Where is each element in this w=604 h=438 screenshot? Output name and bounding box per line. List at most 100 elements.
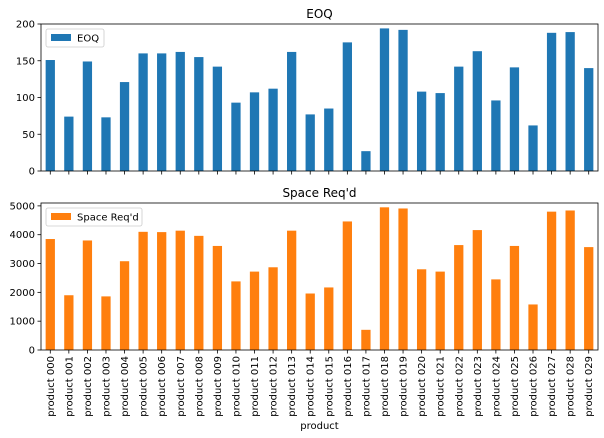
space-bar-product-000 — [45, 239, 55, 350]
eoq-bar-product-014 — [305, 114, 315, 171]
eoq-bar-product-004 — [119, 82, 130, 171]
x-tick-label: product 021 — [436, 356, 447, 417]
space-bar-product-010 — [231, 281, 241, 350]
eoq-bar-product-009 — [212, 66, 223, 171]
x-tick-label: product 009 — [213, 356, 224, 417]
legend-label: EOQ — [77, 34, 99, 45]
x-tick-label: product 012 — [269, 356, 280, 417]
eoq-bar-product-017 — [361, 151, 371, 171]
legend-swatch — [51, 213, 71, 220]
space-bar-product-016 — [342, 221, 352, 350]
eoq-bar-product-016 — [342, 42, 352, 172]
x-tick-label: product 018 — [380, 356, 391, 417]
x-tick-label: product 017 — [361, 356, 372, 417]
x-tick-label: product 006 — [157, 356, 168, 417]
y-tick-label: 0 — [29, 167, 35, 178]
space-bar-product-029 — [584, 247, 594, 350]
legend-label: Space Req'd — [77, 213, 139, 224]
x-tick-label: product 013 — [287, 356, 298, 417]
eoq-bar-product-027 — [546, 32, 557, 171]
axes-frame — [40, 23, 599, 172]
eoq-bar-product-024 — [491, 100, 501, 171]
eoq-bar-product-008 — [194, 57, 204, 171]
space-bar-product-025 — [509, 245, 520, 350]
x-tick-label: product 016 — [343, 356, 354, 417]
y-tick-label: 0 — [29, 346, 35, 357]
space-bar-product-012 — [268, 267, 278, 350]
y-tick-label: 1000 — [10, 317, 35, 328]
x-axis-label: product — [300, 421, 339, 432]
space-bar-product-019 — [398, 208, 408, 350]
x-tick-label: product 020 — [417, 356, 428, 417]
space-bar-product-003 — [101, 296, 111, 350]
space-bar-product-017 — [361, 329, 371, 350]
chart-title: Space Req'd — [282, 186, 356, 200]
axes-frame — [40, 202, 599, 351]
eoq-bar-product-028 — [565, 32, 575, 172]
y-tick-label: 4000 — [10, 230, 35, 241]
x-tick-label: product 004 — [120, 356, 131, 417]
x-tick-label: product 026 — [529, 356, 540, 417]
eoq-chart: EOQ 0 50 100 150 200 EOQ — [16, 7, 599, 178]
y-tick-label: 3000 — [10, 259, 35, 270]
space-bar-product-006 — [157, 232, 167, 350]
eoq-bar-product-002 — [82, 61, 93, 172]
eoq-bar-product-013 — [287, 51, 297, 171]
eoq-bar-product-007 — [175, 51, 185, 171]
eoq-bar-product-022 — [454, 66, 464, 171]
x-tick-label: product 022 — [454, 356, 465, 417]
space-bar-product-021 — [435, 271, 445, 350]
legend-box — [45, 207, 143, 227]
eoq-bar-product-001 — [64, 116, 74, 171]
x-tick-label: product 023 — [473, 356, 484, 417]
space-bar-product-014 — [305, 293, 315, 350]
space-bar-product-008 — [194, 235, 204, 350]
x-tick-label: product 029 — [584, 356, 595, 417]
y-tick-label: 2000 — [10, 288, 35, 299]
chart-title: EOQ — [306, 7, 332, 21]
x-tick-label: product 007 — [176, 356, 187, 417]
legend-swatch — [51, 34, 71, 41]
eoq-bar-product-010 — [231, 102, 241, 171]
x-tick-label: product 008 — [194, 356, 205, 417]
y-tick-label: 5000 — [10, 201, 35, 212]
x-tick-label: product 002 — [83, 356, 94, 417]
space-bar-product-002 — [82, 240, 93, 350]
space-bar-product-001 — [64, 295, 74, 350]
space-bar-product-024 — [491, 279, 501, 350]
legend-box — [45, 28, 105, 48]
space-reqd-chart: Space Req'd product 000 product 001 product… — [10, 186, 599, 432]
x-tick-label: product 028 — [566, 356, 577, 417]
space-legend: Space Req'd — [45, 207, 143, 227]
x-tick-label: product 014 — [306, 356, 317, 417]
space-bar-product-023 — [472, 230, 482, 350]
x-tick-label: product 027 — [547, 356, 558, 417]
eoq-bar-product-003 — [101, 117, 111, 171]
x-tick-label: product 005 — [139, 356, 150, 417]
eoq-bar-product-011 — [249, 92, 260, 171]
eoq-bar-product-026 — [528, 125, 538, 171]
y-tick-label: 50 — [22, 130, 35, 141]
x-tick-label: product 024 — [491, 356, 502, 417]
eoq-bar-product-006 — [157, 53, 167, 171]
space-bar-product-013 — [287, 230, 297, 350]
x-tick-label: product 000 — [46, 356, 57, 417]
y-tick-label: 150 — [16, 56, 35, 67]
x-tick-label: product 010 — [231, 356, 242, 417]
space-bar-product-022 — [454, 245, 464, 350]
eoq-bar-product-020 — [416, 91, 427, 171]
eoq-bar-product-021 — [435, 93, 445, 171]
space-bar-product-028 — [565, 210, 575, 350]
eoq-legend: EOQ — [45, 28, 105, 48]
x-tick-label: product 011 — [250, 356, 261, 417]
eoq-bar-product-029 — [584, 68, 594, 171]
space-bar-product-018 — [379, 207, 390, 350]
eoq-bar-product-005 — [138, 53, 148, 171]
x-tick-label: product 019 — [399, 356, 410, 417]
eoq-bar-product-015 — [324, 108, 334, 171]
y-tick-label: 100 — [16, 93, 35, 104]
space-bar-product-007 — [175, 230, 185, 350]
y-tick-label: 200 — [16, 20, 35, 31]
eoq-bar-product-012 — [268, 88, 278, 171]
space-bar-product-004 — [119, 261, 130, 350]
